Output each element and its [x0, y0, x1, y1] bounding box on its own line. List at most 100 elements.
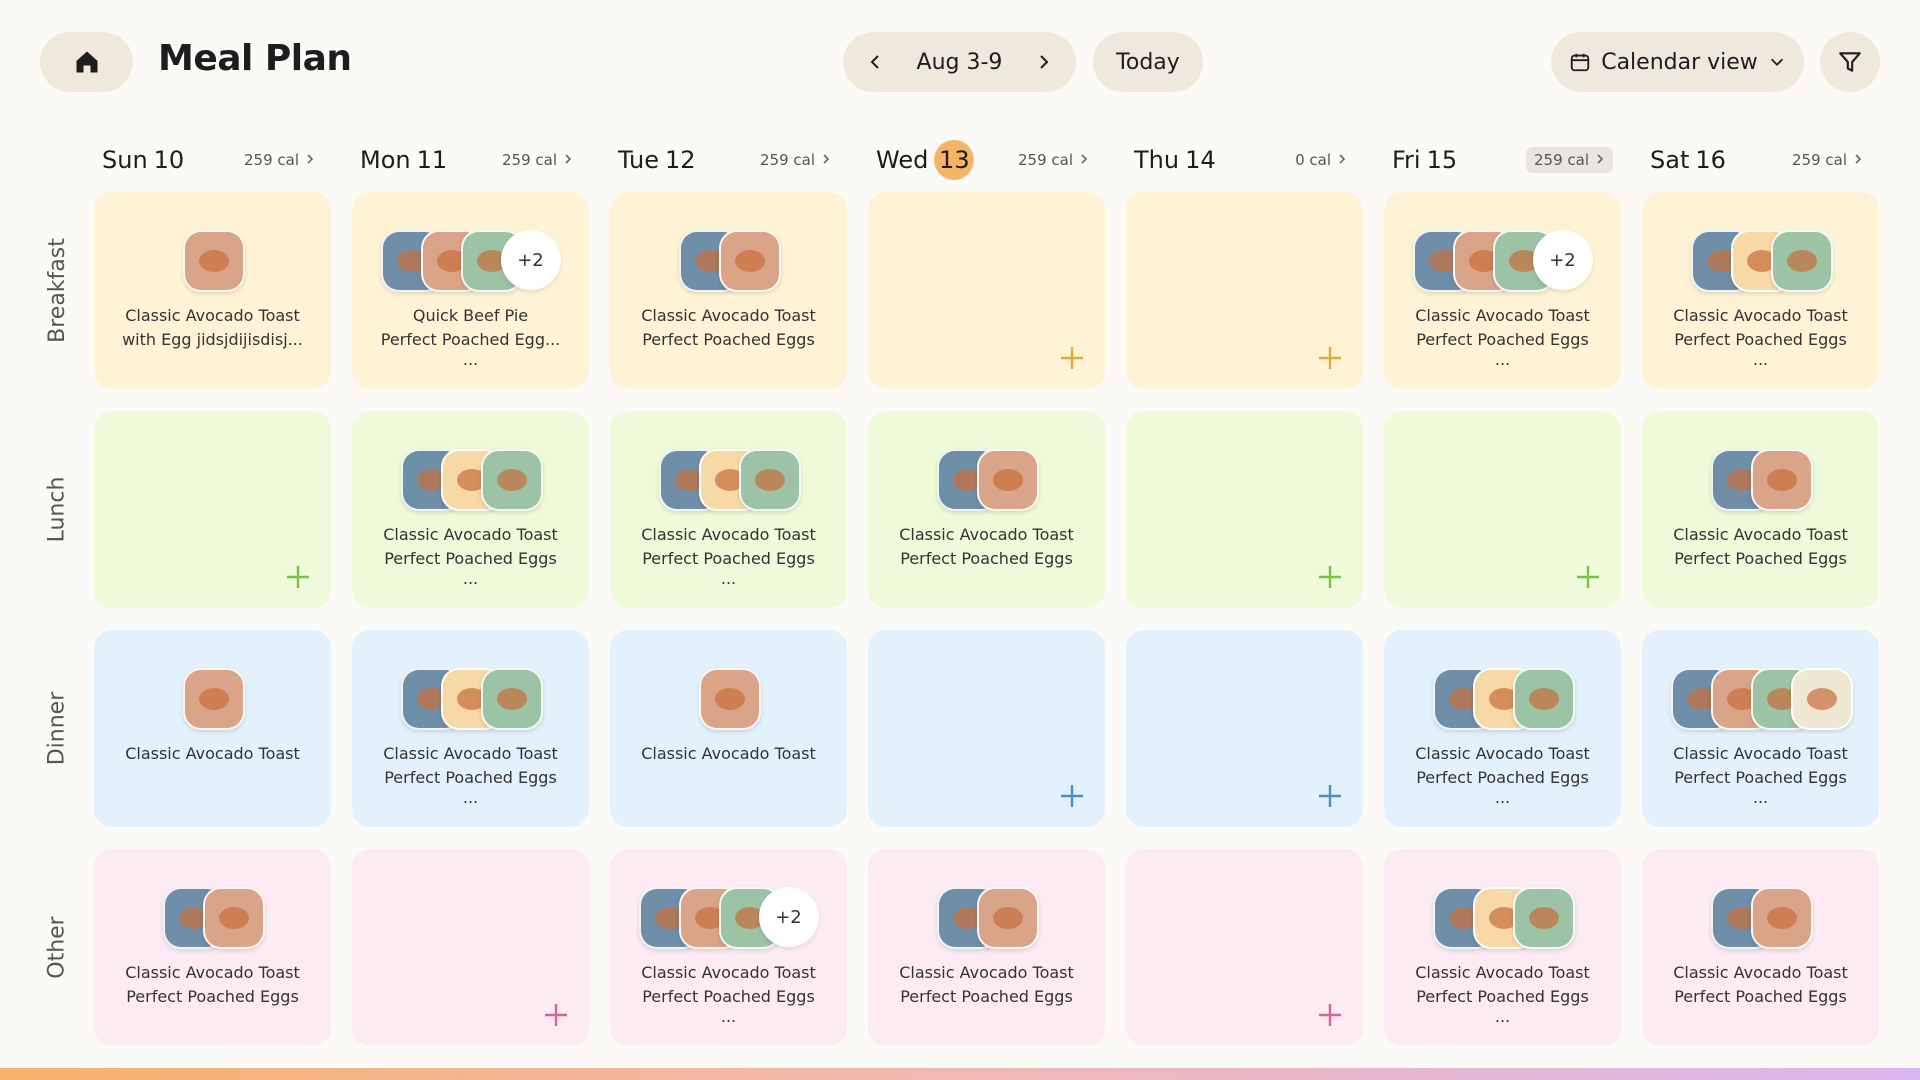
add-meal-button[interactable]	[1317, 564, 1343, 590]
add-meal-button[interactable]	[1317, 783, 1343, 809]
meal-card[interactable]: +2 Classic Avocado Toast Perfect Poached E…	[1384, 192, 1621, 389]
meal-card[interactable]: Classic Avocado Toast Perfect Poached Egg…	[1642, 630, 1879, 827]
meal-item-name: Perfect Poached Eggs	[642, 987, 815, 1006]
meal-label: Dinner	[34, 630, 80, 827]
meal-card[interactable]: +2 Quick Beef Pie Perfect Poached Egg.....…	[352, 192, 589, 389]
meal-card[interactable]: Classic Avocado Toast Perfect Poached Egg…	[94, 849, 331, 1046]
meal-label: Lunch	[34, 411, 80, 608]
day-calories[interactable]: 0 cal	[1287, 147, 1355, 173]
meal-card[interactable]	[94, 411, 331, 608]
prev-week[interactable]	[865, 52, 885, 72]
add-meal-button[interactable]	[1317, 345, 1343, 371]
more-items: ...	[720, 569, 737, 588]
calorie-label: 259 cal	[1533, 151, 1589, 169]
thumbnail-stack	[1384, 668, 1621, 730]
meal-items: Classic Avocado Toast Perfect Poached Egg…	[94, 961, 331, 1009]
day-date: 11	[416, 146, 448, 174]
day-calories[interactable]: 259 cal	[752, 147, 839, 173]
meal-items: Classic Avocado Toast Perfect Poached Egg…	[1384, 961, 1621, 1025]
meal-items: Classic Avocado Toast	[94, 742, 331, 766]
meal-items: Classic Avocado Toast Perfect Poached Egg…	[868, 961, 1105, 1009]
day-calories[interactable]: 259 cal	[1784, 147, 1871, 173]
meal-card[interactable]: Classic Avocado Toast Perfect Poached Egg…	[352, 411, 589, 608]
next-week[interactable]	[1034, 52, 1054, 72]
meal-card[interactable]	[1126, 630, 1363, 827]
more-items: ...	[1494, 350, 1511, 369]
day-calories[interactable]: 259 cal	[236, 147, 323, 173]
meal-card[interactable]: Classic Avocado Toast Perfect Poached Egg…	[868, 411, 1105, 608]
more-items: ...	[1494, 788, 1511, 807]
day-name: Tue	[618, 146, 659, 174]
meal-card[interactable]: Classic Avocado Toast Perfect Poached Egg…	[1642, 849, 1879, 1046]
meal-card[interactable]: Classic Avocado Toast	[610, 630, 847, 827]
day-date: 13	[934, 140, 975, 180]
day-title: Sun 10	[102, 146, 184, 174]
day-name: Thu	[1134, 146, 1180, 174]
meal-card[interactable]: Classic Avocado Toast Perfect Poached Egg…	[1642, 411, 1879, 608]
meal-card[interactable]: Classic Avocado Toast Perfect Poached Egg…	[1642, 192, 1879, 389]
thumbnail-stack	[352, 668, 589, 730]
meal-card[interactable]: Classic Avocado Toast with Egg jidsjdijis…	[94, 192, 331, 389]
meal-items: Classic Avocado Toast Perfect Poached Egg…	[1642, 742, 1879, 806]
meal-card[interactable]	[1126, 849, 1363, 1046]
add-meal-button[interactable]	[543, 1002, 569, 1028]
thumbnail-stack: +2	[1384, 230, 1621, 292]
meal-thumbnail	[1770, 230, 1833, 292]
meal-item-name: Classic Avocado Toast	[1673, 963, 1848, 982]
filter-button[interactable]	[1820, 32, 1880, 92]
meal-card[interactable]: Classic Avocado Toast	[94, 630, 331, 827]
add-meal-button[interactable]	[1317, 1002, 1343, 1028]
meal-card[interactable]: Classic Avocado Toast Perfect Poached Egg…	[610, 192, 847, 389]
view-selector[interactable]: Calendar view	[1551, 32, 1804, 92]
meal-items: Classic Avocado Toast Perfect Poached Egg…	[352, 742, 589, 806]
day-calories[interactable]: 259 cal	[1010, 147, 1097, 173]
thumbnail-stack: +2	[352, 230, 589, 292]
add-meal-button[interactable]	[1059, 345, 1085, 371]
chevron-icon	[1595, 151, 1605, 169]
meal-items: Classic Avocado Toast Perfect Poached Egg…	[610, 523, 847, 587]
meal-card[interactable]	[1126, 192, 1363, 389]
meal-card[interactable]: Classic Avocado Toast Perfect Poached Egg…	[352, 630, 589, 827]
meal-card[interactable]	[352, 849, 589, 1046]
meal-thumbnail	[1790, 668, 1853, 730]
day-calories[interactable]: 259 cal	[494, 147, 581, 173]
calorie-label: 259 cal	[501, 151, 557, 169]
meal-thumbnail	[1512, 668, 1575, 730]
add-meal-button[interactable]	[285, 564, 311, 590]
meal-item-name: Perfect Poached Eggs	[1416, 768, 1589, 787]
meal-thumbnail	[1750, 887, 1813, 949]
meal-thumbnail	[480, 668, 543, 730]
thumbnail-stack	[1384, 887, 1621, 949]
meal-card[interactable]: +2 Classic Avocado Toast Perfect Poached E…	[610, 849, 847, 1046]
meal-item-name: Classic Avocado Toast	[641, 963, 816, 982]
meal-card[interactable]: Classic Avocado Toast Perfect Poached Egg…	[868, 849, 1105, 1046]
meal-item-name: Perfect Poached Eggs	[1416, 330, 1589, 349]
meal-items: Classic Avocado Toast Perfect Poached Egg…	[1384, 304, 1621, 368]
meal-card[interactable]: Classic Avocado Toast Perfect Poached Egg…	[1384, 849, 1621, 1046]
meal-card[interactable]: Classic Avocado Toast Perfect Poached Egg…	[610, 411, 847, 608]
add-meal-button[interactable]	[1575, 564, 1601, 590]
meal-item-name: Classic Avocado Toast	[641, 525, 816, 544]
day-date: 12	[665, 146, 696, 174]
meal-name: Other	[44, 916, 70, 979]
meal-items: Classic Avocado Toast with Egg jidsjdijis…	[94, 304, 331, 352]
bottom-gradient-bar	[0, 1068, 1920, 1080]
meal-thumbnail	[182, 668, 245, 730]
home-button[interactable]	[40, 32, 133, 92]
meal-card[interactable]: Classic Avocado Toast Perfect Poached Egg…	[1384, 630, 1621, 827]
more-items: ...	[1752, 350, 1769, 369]
today-button[interactable]: Today	[1093, 32, 1203, 92]
meal-item-name: with Egg jidsjdijisdisj...	[122, 330, 303, 349]
thumbnail-stack	[1642, 668, 1879, 730]
meal-card[interactable]	[1126, 411, 1363, 608]
day-header: Mon 11 259 cal	[352, 140, 589, 180]
meal-card[interactable]	[868, 630, 1105, 827]
day-title: Fri 15	[1392, 146, 1457, 174]
add-meal-button[interactable]	[1059, 783, 1085, 809]
meal-card[interactable]	[868, 192, 1105, 389]
meal-item-name: Quick Beef Pie	[412, 306, 529, 325]
day-calories[interactable]: 259 cal	[1525, 147, 1613, 173]
meal-card[interactable]	[1384, 411, 1621, 608]
